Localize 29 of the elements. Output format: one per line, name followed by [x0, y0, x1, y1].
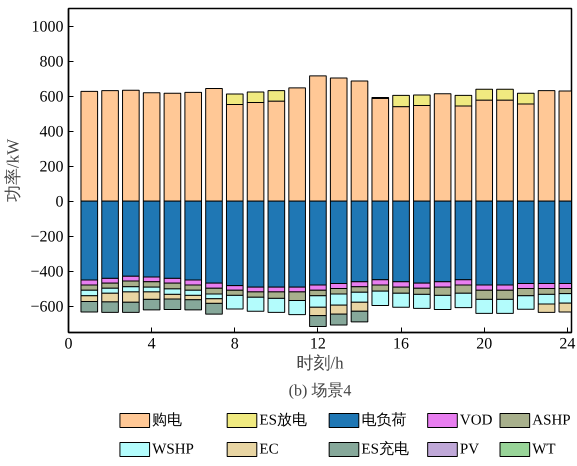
- x-tick-label: 20: [476, 336, 492, 352]
- legend-label: 电负荷: [361, 412, 406, 428]
- legend-label: EC: [259, 442, 279, 458]
- text: (b) 场景4: [288, 382, 352, 400]
- bar: [184, 299, 202, 310]
- y-tick-label: 0: [56, 194, 64, 211]
- x-tick-label: 16: [393, 336, 410, 352]
- x-tick-label: 12: [310, 336, 326, 352]
- legend-label: ES充电: [361, 440, 409, 458]
- x-tick-label: 24: [559, 336, 576, 352]
- x-tick-label: 8: [230, 336, 239, 352]
- x-axis-title: 时刻/h: [296, 354, 344, 372]
- legend-label: PV: [460, 442, 480, 458]
- legend-label: WSHP: [152, 442, 194, 458]
- y-tick-label: 1000: [32, 18, 64, 36]
- legend-label: 购电: [152, 412, 182, 428]
- y-axis-title: 功率/kW: [3, 138, 22, 202]
- y-tick-label: 600: [40, 88, 64, 106]
- y-tick-label: −200: [30, 228, 64, 246]
- legend-label: WT: [532, 442, 556, 458]
- y-tick-label: 800: [40, 54, 64, 71]
- y-tick-label: −400: [30, 264, 64, 281]
- legend-label: VOD: [460, 412, 493, 428]
- legend-label: ASHP: [532, 412, 571, 428]
- y-tick-label: −600: [30, 298, 64, 316]
- legend-label: ES放电: [259, 412, 307, 428]
- y-tick-label: 400: [40, 124, 64, 141]
- x-tick-label: 4: [148, 336, 156, 352]
- y-tick-label: 200: [40, 158, 64, 176]
